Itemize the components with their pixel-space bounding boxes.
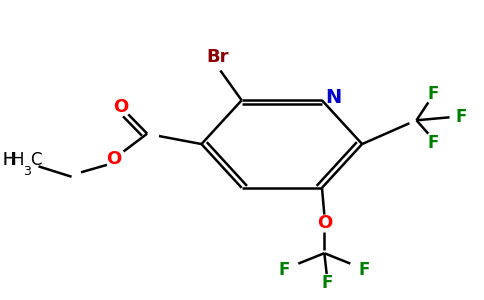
Text: F: F: [455, 108, 467, 126]
Text: O: O: [317, 214, 332, 232]
Text: F: F: [278, 261, 290, 279]
Text: N: N: [326, 88, 342, 107]
Text: H: H: [2, 152, 15, 169]
Text: Br: Br: [207, 48, 229, 66]
Text: H: H: [2, 152, 15, 169]
Text: F: F: [359, 261, 370, 279]
Text: C: C: [30, 151, 42, 169]
Text: F: F: [427, 134, 439, 152]
Text: O: O: [106, 150, 121, 168]
Text: F: F: [321, 274, 333, 292]
Text: 3: 3: [23, 165, 30, 178]
Text: F: F: [427, 85, 439, 103]
Text: O: O: [114, 98, 129, 116]
Text: H: H: [11, 151, 24, 169]
